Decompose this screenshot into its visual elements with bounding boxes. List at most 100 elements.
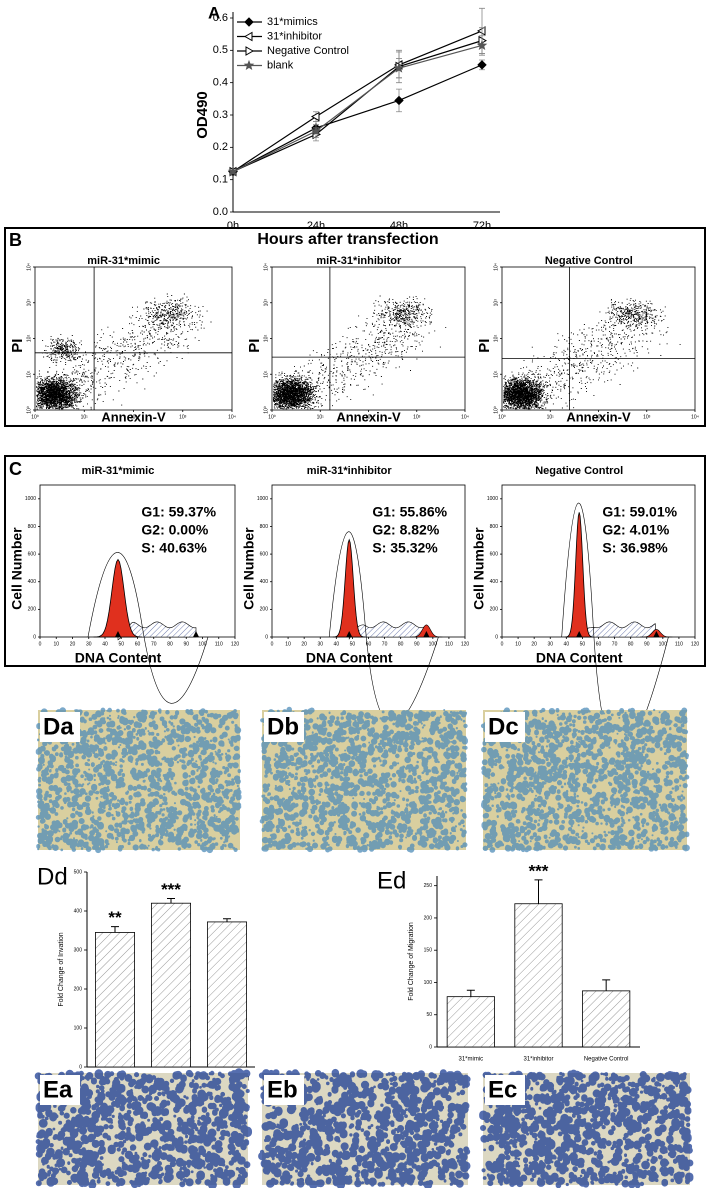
x-tick-label: 110: [445, 641, 453, 647]
bar: [514, 903, 563, 1048]
x-tick-label: 90: [644, 641, 650, 647]
x-axis-label: DNA Content: [306, 650, 393, 666]
x-tick-label: 80: [628, 641, 634, 647]
y-tick-label: 600: [28, 551, 37, 557]
y-tick-label: 10⁰: [263, 406, 269, 414]
y-axis-label: Fold Change of Invation: [58, 932, 65, 1006]
annotation: G2: 8.82%: [372, 522, 439, 538]
y-tick-label: 800: [490, 524, 499, 530]
significance: ***: [161, 880, 181, 899]
y-tick-label: 10³: [26, 299, 32, 307]
x-tick-label: 31*mimic: [458, 1057, 483, 1063]
panel-title: Negative Control: [545, 255, 633, 267]
panel-frame: [4, 455, 706, 667]
peak-marker: [653, 631, 660, 637]
y-tick-label: 0: [79, 1064, 82, 1070]
x-tick-label: 10: [515, 641, 521, 647]
y-tick-label: 500: [74, 869, 83, 875]
panel-label: A: [208, 3, 220, 22]
x-tick-label: 48h: [390, 220, 408, 232]
legend-marker: [244, 17, 254, 27]
annotation: S: 36.98%: [602, 540, 668, 556]
legend-label: blank: [267, 59, 294, 71]
y-tick-label: 10⁰: [26, 406, 32, 414]
bar: [150, 902, 191, 1068]
image-label-box: [264, 712, 304, 742]
x-tick-label: 10¹: [547, 414, 555, 420]
x-tick-label: 90: [414, 641, 420, 647]
y-tick-label: 10¹: [263, 370, 269, 378]
image-label-box: [264, 1075, 304, 1105]
annotation: G1: 59.01%: [602, 504, 677, 520]
marker: [310, 125, 322, 136]
y-tick-label: 400: [490, 579, 499, 585]
marker: [476, 26, 486, 36]
x-tick-label: 31*inhibitor: [523, 1057, 553, 1063]
y-tick-label: 1000: [257, 496, 268, 502]
x-tick-label: 70: [151, 641, 157, 647]
y-tick-label: 800: [28, 524, 37, 530]
x-tick-label: 10⁴: [228, 414, 236, 420]
x-tick-label: 60: [366, 641, 372, 647]
s-phase: [578, 621, 657, 638]
x-axis-label: Hours after transfection: [257, 231, 438, 248]
panel-title: Negative Control: [535, 465, 623, 477]
fit-outline: [87, 552, 209, 704]
y-tick-label: 10¹: [26, 370, 32, 378]
annotation: S: 35.32%: [372, 540, 438, 556]
panel-label: B: [9, 230, 22, 250]
y-tick-label: 200: [28, 607, 37, 613]
x-axis-label: Annexin-V: [336, 409, 401, 424]
y-tick-label: 150: [424, 948, 433, 954]
plot-frame: [501, 484, 696, 638]
x-tick-label: 30: [317, 641, 323, 647]
y-tick-label: 200: [74, 986, 83, 992]
x-tick-label: 72h: [473, 220, 491, 232]
y-tick-label: 10⁴: [493, 263, 499, 271]
peak-marker: [576, 631, 583, 637]
annotation: G2: 0.00%: [141, 522, 208, 538]
x-tick-label: 120: [461, 641, 470, 647]
y-tick-label: 200: [260, 607, 269, 613]
peak-marker: [423, 631, 430, 637]
y-tick-label: 10⁴: [263, 263, 269, 271]
y-tick-label: 600: [260, 551, 269, 557]
x-tick-label: 110: [215, 641, 223, 647]
y-axis-label: PI: [476, 339, 493, 353]
x-axis-label: DNA Content: [536, 650, 623, 666]
cell-stain: [34, 1068, 253, 1188]
legend-label: 31*inhibitor: [267, 30, 322, 42]
x-tick-label: 50: [350, 641, 356, 647]
y-tick-label: 1000: [25, 496, 36, 502]
y-tick-label: 50: [426, 1012, 432, 1018]
x-tick-label: 10³: [413, 414, 421, 420]
x-tick-label: 0: [271, 641, 274, 647]
error-bar: [111, 926, 119, 933]
y-axis-label: PI: [246, 339, 263, 353]
g1-peak: [332, 538, 366, 638]
x-tick-label: 110: [675, 641, 683, 647]
y-tick-label: 600: [490, 551, 499, 557]
legend-marker: [245, 46, 255, 56]
y-tick-label: 10³: [263, 299, 269, 307]
g1-peak: [93, 558, 143, 638]
significance: **: [108, 908, 122, 927]
image-label-box: [485, 1075, 525, 1105]
x-axis-label: Annexin-V: [566, 409, 631, 424]
x-axis-label: Annexin-V: [101, 409, 166, 424]
panel-frame: [4, 227, 706, 427]
series-line: [232, 30, 483, 173]
y-tick-label: 0.1: [213, 174, 228, 186]
cell-stain: [259, 706, 468, 853]
x-tick-label: 10¹: [317, 414, 325, 420]
x-tick-label: 40: [564, 641, 570, 647]
x-tick-label: 10⁰: [498, 414, 506, 420]
panel-title: miR-31*inhibitor: [316, 255, 402, 267]
x-tick-label: 70: [612, 641, 618, 647]
cell-stain: [479, 1069, 694, 1188]
panel-title: miR-31*inhibitor: [307, 465, 393, 477]
bar: [582, 990, 631, 1048]
marker: [394, 95, 404, 106]
x-tick-label: 20: [531, 641, 537, 647]
y-tick-label: 200: [490, 607, 499, 613]
